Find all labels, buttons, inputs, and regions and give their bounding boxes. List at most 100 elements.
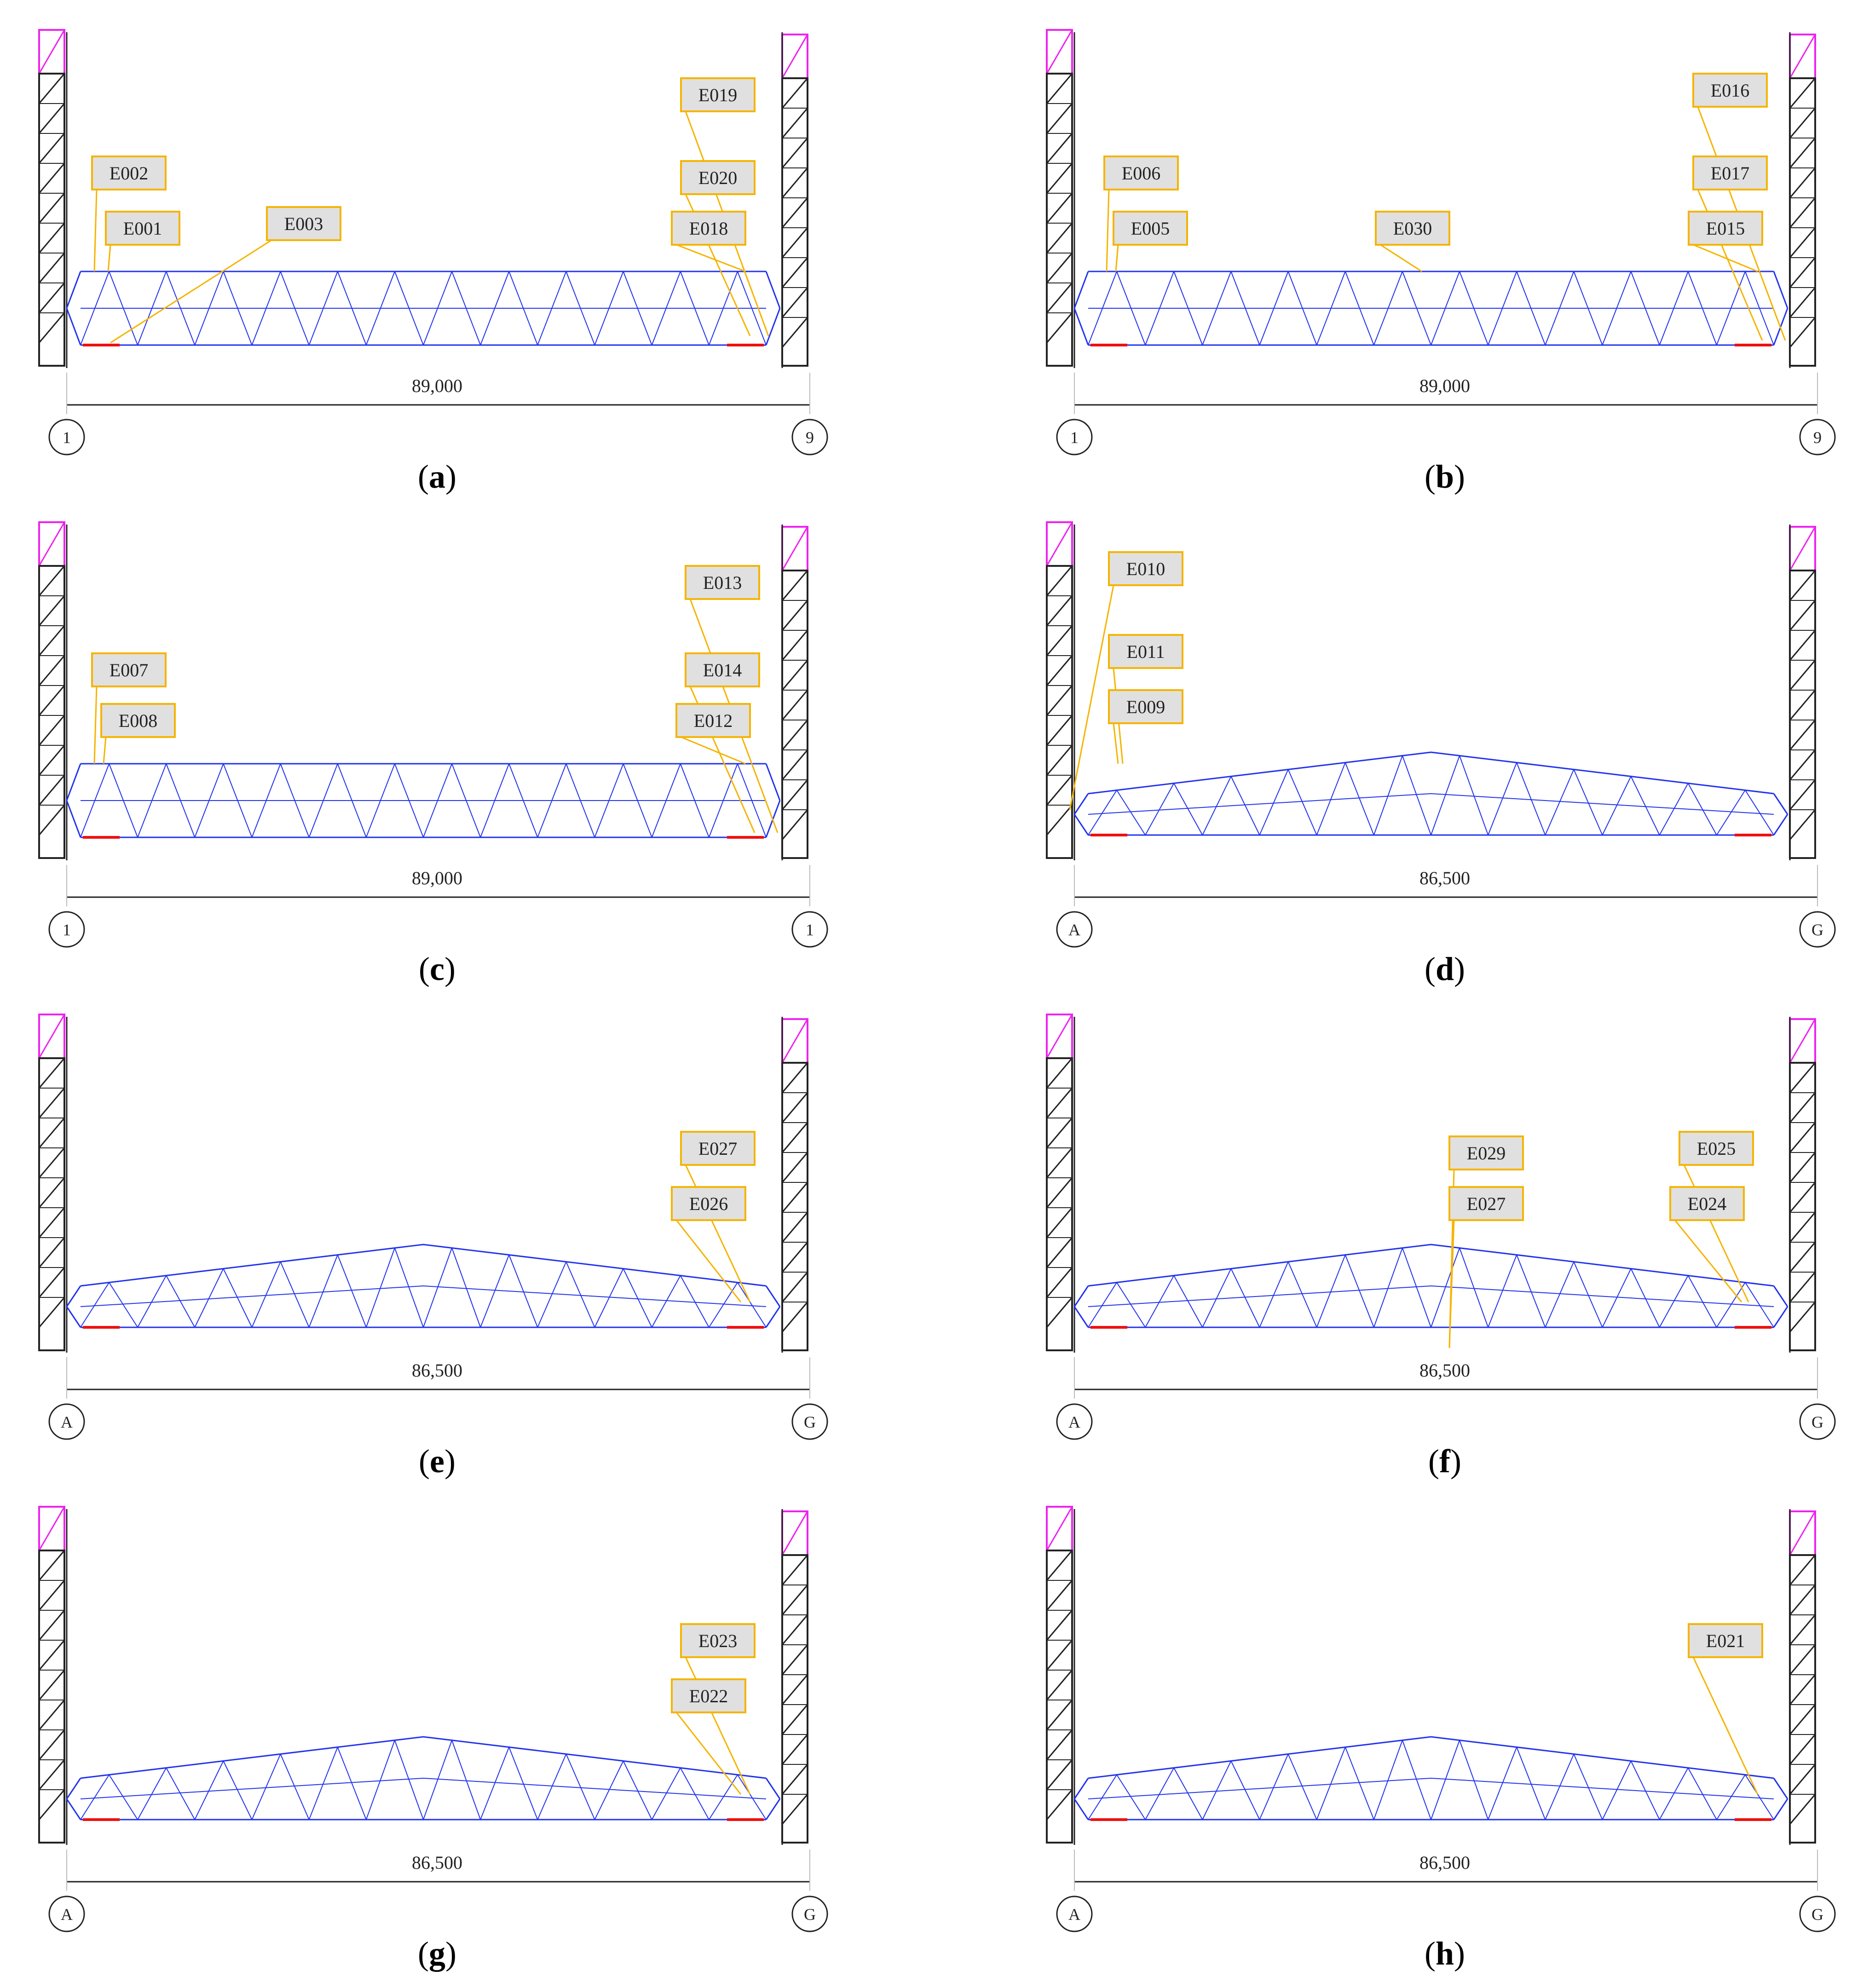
truss-end-left [1073,308,1089,346]
element-tag-box [1688,1623,1763,1658]
truss-diagonal [737,763,767,838]
truss-end-right [1773,793,1788,815]
left-tower-brace [38,1237,65,1268]
truss-mid-chord [80,1285,767,1307]
left-tower-brace [38,1267,65,1298]
grid-bubble-left-label: 1 [1070,428,1079,447]
left-tower-brace [1046,715,1073,746]
grid-bubble-left [1056,911,1093,948]
truss-end-right [765,763,781,801]
tag-leader [1674,1220,1742,1302]
grid-bubble-right [1799,1403,1836,1440]
truss-diagonal [1402,271,1431,346]
truss-diagonal [1259,1262,1289,1328]
truss-diagonal [1431,271,1460,346]
element-tag-label: E019 [698,85,737,105]
truss-diagonal [1602,1761,1632,1820]
truss-diagonal [1573,1262,1603,1328]
grid-bubble-left-label: A [1068,1905,1080,1924]
right-tower-brace [781,1555,808,1585]
element-tag-box [1692,73,1768,108]
right-tower-brace [781,1734,808,1765]
truss-diagonal [1545,1262,1575,1328]
element-tag-box [675,703,751,738]
truss-diagonal [365,1248,395,1328]
left-tower-brace [1046,133,1073,164]
right-tower-brace [781,1182,808,1213]
truss-diagonal [1373,1740,1403,1820]
tag-leader [675,1712,742,1795]
right-tower-brace [1789,779,1816,810]
truss-diagonal [680,1768,710,1820]
right-tower-brace [1789,317,1816,348]
truss-diagonal [137,271,167,346]
grid-bubble-right [1799,1896,1836,1932]
left-tower-cap-brace [38,522,65,566]
truss-diagonal [1344,271,1374,346]
right-tower-brace [1789,1585,1816,1615]
left-tower-brace [38,163,65,194]
right-tower-brace [781,1674,808,1705]
element-tag-box [91,156,167,190]
right-tower-cap-brace [781,526,808,571]
left-tower-brace [1046,685,1073,716]
left-tower-brace [1046,253,1073,283]
truss-diagonal [1630,271,1660,346]
truss-top-chord [80,1736,767,1779]
truss-diagonal [480,1255,510,1328]
truss-diagonal [623,1268,652,1328]
element-tag-label: E002 [110,163,148,184]
left-tower-cap-brace [1046,29,1073,74]
grid-bubble-left-label: A [1068,1413,1080,1431]
left-tower-cap-brace [1046,1506,1073,1551]
truss-diagonal [1259,271,1289,346]
right-tower-brace [1789,570,1816,601]
truss-diagonal [1459,1740,1489,1820]
truss-end-left [66,271,81,309]
truss-diagonal [109,763,138,838]
truss-diagonal [1287,769,1317,836]
truss-diagonal [537,763,567,838]
truss-diagonal [1230,271,1260,346]
right-tower-brace [781,197,808,228]
truss-diagonal [737,271,767,346]
element-tag-box [1688,211,1763,246]
left-tower-brace [38,133,65,164]
left-tower-brace [1046,655,1073,686]
left-tower-brace [1046,745,1073,776]
truss-diagonal [251,1754,281,1820]
right-tower-brace [1789,138,1816,168]
truss-diagonal [280,271,310,346]
grid-bubble-left [48,1896,85,1932]
truss-diagonal [537,1262,567,1328]
element-tag-box [1448,1135,1524,1170]
element-tag-box [1108,551,1183,586]
truss-diagonal [394,763,424,838]
left-tower-brace [38,253,65,283]
element-tag-box [680,1623,756,1658]
truss-diagonal [1287,271,1317,346]
dimension-value: 86,500 [412,1852,462,1873]
truss-mid-chord [1088,1777,1774,1799]
truss-diagonal [1316,271,1346,346]
truss-diagonal [1459,1248,1489,1328]
truss-diagonal [394,1248,424,1328]
left-tower-cap-brace [38,1014,65,1059]
truss-end-right [765,1778,781,1799]
truss-diagonal [1173,1275,1203,1328]
left-tower-brace [1046,595,1073,626]
right-tower-brace [1789,257,1816,288]
element-tag-box [91,652,167,687]
truss-end-left [1073,271,1089,309]
truss-diagonal [337,763,367,838]
grid-bubble-right-label: 9 [806,428,814,447]
truss-diagonal [508,1747,538,1820]
element-tag-box [1692,156,1768,190]
element-tag-label: E013 [703,572,742,593]
element-tag-box [671,1186,746,1221]
element-tag-label: E014 [703,660,742,680]
truss-diagonal [80,763,110,838]
truss-diagonal [680,271,710,346]
element-tag-label: E018 [689,218,728,239]
truss-end-right [1773,1778,1788,1799]
